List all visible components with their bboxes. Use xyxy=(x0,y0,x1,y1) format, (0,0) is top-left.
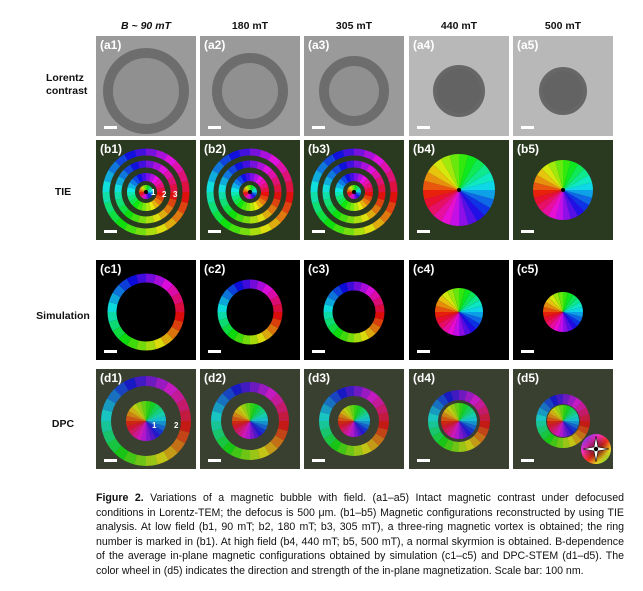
panel-image xyxy=(304,260,404,360)
panel-image xyxy=(96,140,196,240)
panel-label: (a5) xyxy=(517,38,539,52)
column-header-5: 500 mT xyxy=(544,20,582,32)
panel-label: (c1) xyxy=(100,262,122,276)
panel-label: (a4) xyxy=(413,38,435,52)
panel-image xyxy=(304,140,404,240)
scale-bar xyxy=(104,230,117,233)
image-panel: (b1) 1 2 3 xyxy=(96,140,196,240)
panel-image xyxy=(304,369,404,469)
image-panel: (d4) xyxy=(409,369,509,469)
panel-label: (a2) xyxy=(204,38,226,52)
scale-bar xyxy=(208,459,221,462)
image-panel: (c5) xyxy=(513,260,613,360)
panel-image xyxy=(409,260,509,360)
scale-bar xyxy=(208,350,221,353)
image-panel: (a4) xyxy=(409,36,509,136)
image-panel: (d3) xyxy=(304,369,404,469)
image-panel: (a3) xyxy=(304,36,404,136)
panel-label: (d1) xyxy=(100,371,122,385)
panel-label: (c3) xyxy=(308,262,330,276)
caption-heading: Figure 2. xyxy=(96,492,144,504)
panel-image xyxy=(304,36,404,136)
panel-label: (b5) xyxy=(517,142,539,156)
column-header-1: B ~ 90 mT xyxy=(121,20,171,32)
panel-image xyxy=(96,36,196,136)
ring-number: 2 xyxy=(162,190,167,199)
image-panel: (c3) xyxy=(304,260,404,360)
scale-bar xyxy=(312,459,325,462)
panel-image xyxy=(200,140,300,240)
panel-label: (a1) xyxy=(100,38,122,52)
panel-image xyxy=(409,36,509,136)
row-label-dpc: DPC xyxy=(51,418,75,430)
panel-label: (c4) xyxy=(413,262,435,276)
panel-image xyxy=(96,369,196,469)
panel-image xyxy=(409,369,509,469)
scale-bar xyxy=(417,459,430,462)
image-panel: (d1) 1 2 xyxy=(96,369,196,469)
panel-image xyxy=(513,36,613,136)
image-panel: (b4) xyxy=(409,140,509,240)
column-header-2: 180 mT xyxy=(231,20,269,32)
panel-image xyxy=(513,140,613,240)
panel-label: (a3) xyxy=(308,38,330,52)
panel-label: (d4) xyxy=(413,371,435,385)
row-label-simulation: Simulation xyxy=(36,310,90,322)
column-header-4: 440 mT xyxy=(440,20,478,32)
panel-label: (c5) xyxy=(517,262,539,276)
panel-label: (c2) xyxy=(204,262,226,276)
panel-image xyxy=(200,36,300,136)
panel-image xyxy=(96,260,196,360)
scale-bar xyxy=(417,230,430,233)
scale-bar xyxy=(417,350,430,353)
figure-caption: Figure 2. Variations of a magnetic bubbl… xyxy=(96,491,624,579)
image-panel: (a1) xyxy=(96,36,196,136)
panel-label: (b2) xyxy=(204,142,226,156)
image-panel: (b2) xyxy=(200,140,300,240)
image-panel: (d2) xyxy=(200,369,300,469)
scale-bar xyxy=(521,459,534,462)
panel-image xyxy=(409,140,509,240)
scale-bar xyxy=(104,126,117,129)
panel-image xyxy=(200,369,300,469)
panel-label: (b3) xyxy=(308,142,330,156)
scale-bar xyxy=(208,230,221,233)
panel-label: (d5) xyxy=(517,371,539,385)
ring-number: 2 xyxy=(174,421,179,430)
panel-label: (d2) xyxy=(204,371,226,385)
image-panel: (c1) xyxy=(96,260,196,360)
ring-number: 1 xyxy=(151,188,156,197)
image-panel: (b5) xyxy=(513,140,613,240)
panel-label: (b4) xyxy=(413,142,435,156)
scale-bar xyxy=(104,459,117,462)
image-panel: (b3) xyxy=(304,140,404,240)
row-label-lorentz: Lorentz contrast xyxy=(46,72,88,97)
scale-bar xyxy=(521,350,534,353)
ring-number: 3 xyxy=(173,190,178,199)
scale-bar xyxy=(208,126,221,129)
scale-bar xyxy=(417,126,430,129)
scale-bar xyxy=(312,126,325,129)
image-panel: (a5) xyxy=(513,36,613,136)
image-panel: (c2) xyxy=(200,260,300,360)
caption-body: Variations of a magnetic bubble with fie… xyxy=(96,492,624,577)
column-header-3: 305 mT xyxy=(335,20,373,32)
panel-label: (b1) xyxy=(100,142,122,156)
panel-label: (d3) xyxy=(308,371,330,385)
row-label-tie: TIE xyxy=(54,186,72,198)
panel-image xyxy=(200,260,300,360)
scale-bar xyxy=(312,350,325,353)
panel-image xyxy=(513,260,613,360)
scale-bar xyxy=(521,126,534,129)
color-wheel-icon xyxy=(580,433,612,465)
scale-bar xyxy=(104,350,117,353)
scale-bar xyxy=(312,230,325,233)
ring-number: 1 xyxy=(152,421,157,430)
scale-bar xyxy=(521,230,534,233)
image-panel: (a2) xyxy=(200,36,300,136)
image-panel: (c4) xyxy=(409,260,509,360)
